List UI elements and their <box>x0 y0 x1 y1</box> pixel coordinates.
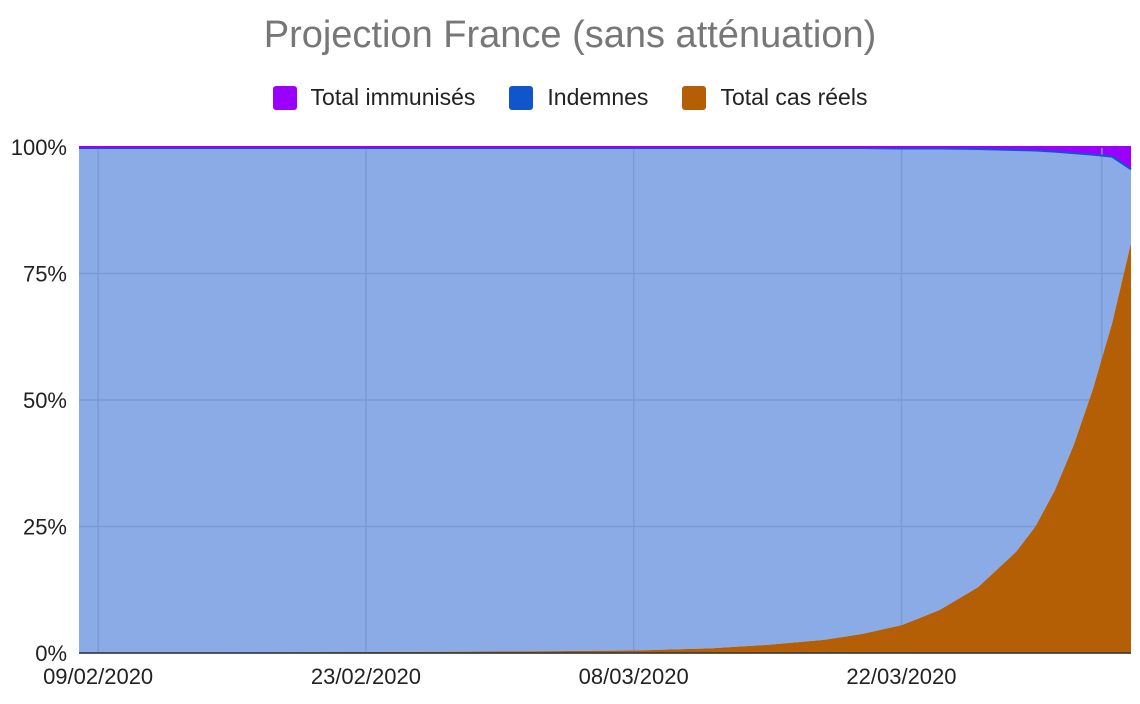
legend-item[interactable]: Total cas réels <box>682 84 867 111</box>
legend-item[interactable]: Total immunisés <box>272 84 476 111</box>
legend-label: Total immunisés <box>310 84 476 110</box>
x-tick-label: 22/03/2020 <box>846 664 956 689</box>
legend: Total immunisés Indemnes Total cas réels <box>0 84 1140 111</box>
legend-label: Indemnes <box>547 84 649 110</box>
legend-item[interactable]: Indemnes <box>509 84 648 111</box>
area-total-immunises <box>79 147 1131 170</box>
chart-title: Projection France (sans atténuation) <box>263 14 877 56</box>
legend-swatch <box>682 85 707 110</box>
legend-swatch <box>509 85 534 110</box>
legend-swatch <box>272 85 297 110</box>
legend-label: Total cas réels <box>720 84 868 110</box>
y-tick-label: 100% <box>11 135 67 160</box>
x-tick-label: 09/02/2020 <box>43 664 153 689</box>
y-tick-label: 0% <box>35 641 67 666</box>
x-tick-label: 23/02/2020 <box>311 664 421 689</box>
y-tick-label: 75% <box>23 262 67 287</box>
y-tick-label: 50% <box>23 388 67 413</box>
y-tick-label: 25% <box>23 515 67 540</box>
x-tick-label: 08/03/2020 <box>579 664 689 689</box>
area-total-cas-reels <box>79 243 1131 653</box>
